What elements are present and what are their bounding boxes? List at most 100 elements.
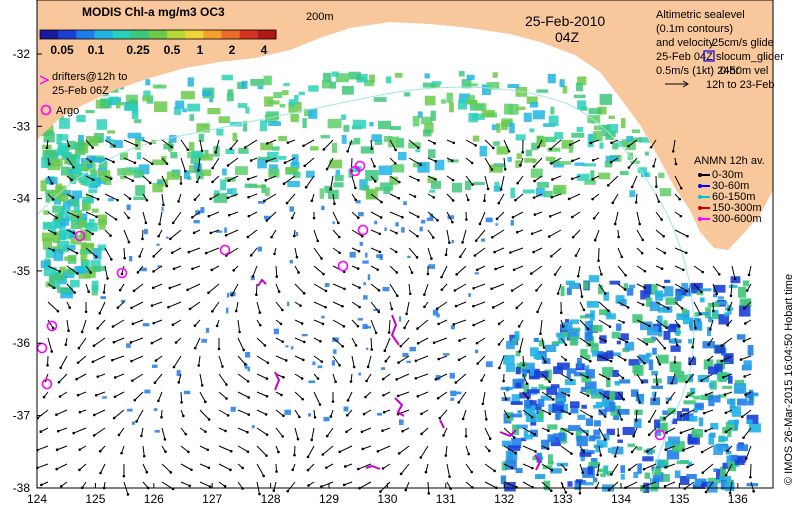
velocity-arrow-head [652,165,655,168]
velocity-arrow-head [691,346,694,349]
velocity-arrow-head [419,163,422,166]
velocity-arrow-head [494,268,497,271]
velocity-arrow-head [480,379,483,382]
velocity-arrow-head [725,411,728,414]
velocity-arrow-head [568,198,571,201]
velocity-arrow-head [581,295,584,298]
chl-pixel [368,274,370,280]
velocity-arrow-head [201,150,204,153]
chl-pixel [321,206,324,210]
velocity-arrow-head [363,413,366,416]
chl-pixel [591,389,604,396]
velocity-arrow-head [596,473,599,476]
chl-pixel [621,474,625,480]
velocity-arrow-head [265,160,268,163]
velocity-arrow-head [548,380,551,383]
velocity-arrow-head [452,199,455,202]
chl-pixel [231,407,236,412]
colorbar-swatch [76,30,95,39]
chl-pixel [475,272,479,274]
velocity-arrow-head [170,146,173,149]
velocity-arrow-head [123,257,126,260]
velocity-arrow-head [610,360,613,363]
velocity-arrow-head [214,151,217,154]
velocity-arrow-head [642,485,645,488]
chl-pixel [323,73,331,82]
velocity-arrow-head [373,165,376,168]
chl-pixel [645,152,649,156]
chl-pixel [486,218,493,223]
altimetry-line3: and velocity [656,37,715,49]
chl-pixel [577,358,582,368]
chl-pixel [632,129,640,133]
velocity-arrow-head [115,218,118,221]
chl-pixel [506,341,515,349]
velocity-arrow [181,392,182,402]
velocity-arrow-head [635,201,638,204]
chl-pixel [508,84,520,88]
chl-pixel [576,83,583,92]
velocity-arrow-head [250,159,253,162]
chl-pixel [152,365,158,368]
velocity-arrow-head [724,393,727,396]
velocity-arrow-head [205,252,208,255]
chl-pixel [399,316,401,321]
velocity-arrow-head [191,267,194,270]
velocity-arrow-head [670,382,673,385]
chl-pixel [170,152,177,158]
chl-pixel [715,345,725,353]
velocity-arrow-head [204,430,207,433]
velocity-arrow-head [51,182,54,185]
velocity-arrow-head [417,146,420,149]
velocity-arrow-head [476,342,479,345]
chl-pixel [598,173,610,180]
velocity-arrow-head [531,467,534,470]
velocity-arrow-head [593,217,596,220]
chl-pixel [600,94,612,105]
chl-pixel [245,352,250,358]
chl-pixel [596,402,609,407]
velocity-arrow-head [395,232,398,235]
slocum-glider-label: slocum_glider [716,51,784,63]
velocity-arrow-head [508,150,511,153]
velocity-arrow-head [394,149,397,152]
velocity-arrow-head [152,270,155,273]
velocity-arrow-head [705,394,708,397]
velocity-arrow-head [266,219,269,222]
velocity-arrow-head [492,147,495,150]
anmn-title: ANMN 12h av. [694,155,765,167]
chl-pixel [576,479,583,482]
velocity-arrow-head [307,469,310,472]
velocity-arrow-head [319,403,322,406]
velocity-arrow-head [656,383,659,386]
chl-pixel [392,164,405,172]
velocity-arrow-head [532,251,535,254]
velocity-arrow-head [743,375,746,378]
velocity-arrow-head [641,381,644,384]
chl-pixel [617,341,621,345]
argo-legend-label: Argo [56,105,79,117]
chl-pixel [606,313,616,319]
chl-pixel [362,324,367,329]
velocity-arrow-head [455,305,458,308]
velocity-arrow-head [302,359,305,362]
velocity-arrow-head [674,361,677,364]
velocity-arrow-head [641,252,644,255]
chl-pixel [342,135,347,144]
velocity-arrow-head [146,471,149,474]
velocity-arrow-head [535,289,538,292]
chl-pixel [401,227,404,233]
velocity-arrow-head [493,470,496,473]
chl-pixel [107,130,115,133]
chl-pixel [200,207,204,213]
velocity-arrow-head [646,343,649,346]
velocity-arrow-head [361,235,364,238]
chl-pixel [358,373,361,376]
colorbar-swatch [240,30,259,39]
chl-pixel [529,128,534,132]
velocity-arrow-head [437,397,440,400]
chl-pixel [729,285,738,288]
velocity-arrow-head [130,306,133,309]
velocity-arrow-head [55,413,58,416]
velocity-arrow-head [661,267,664,270]
